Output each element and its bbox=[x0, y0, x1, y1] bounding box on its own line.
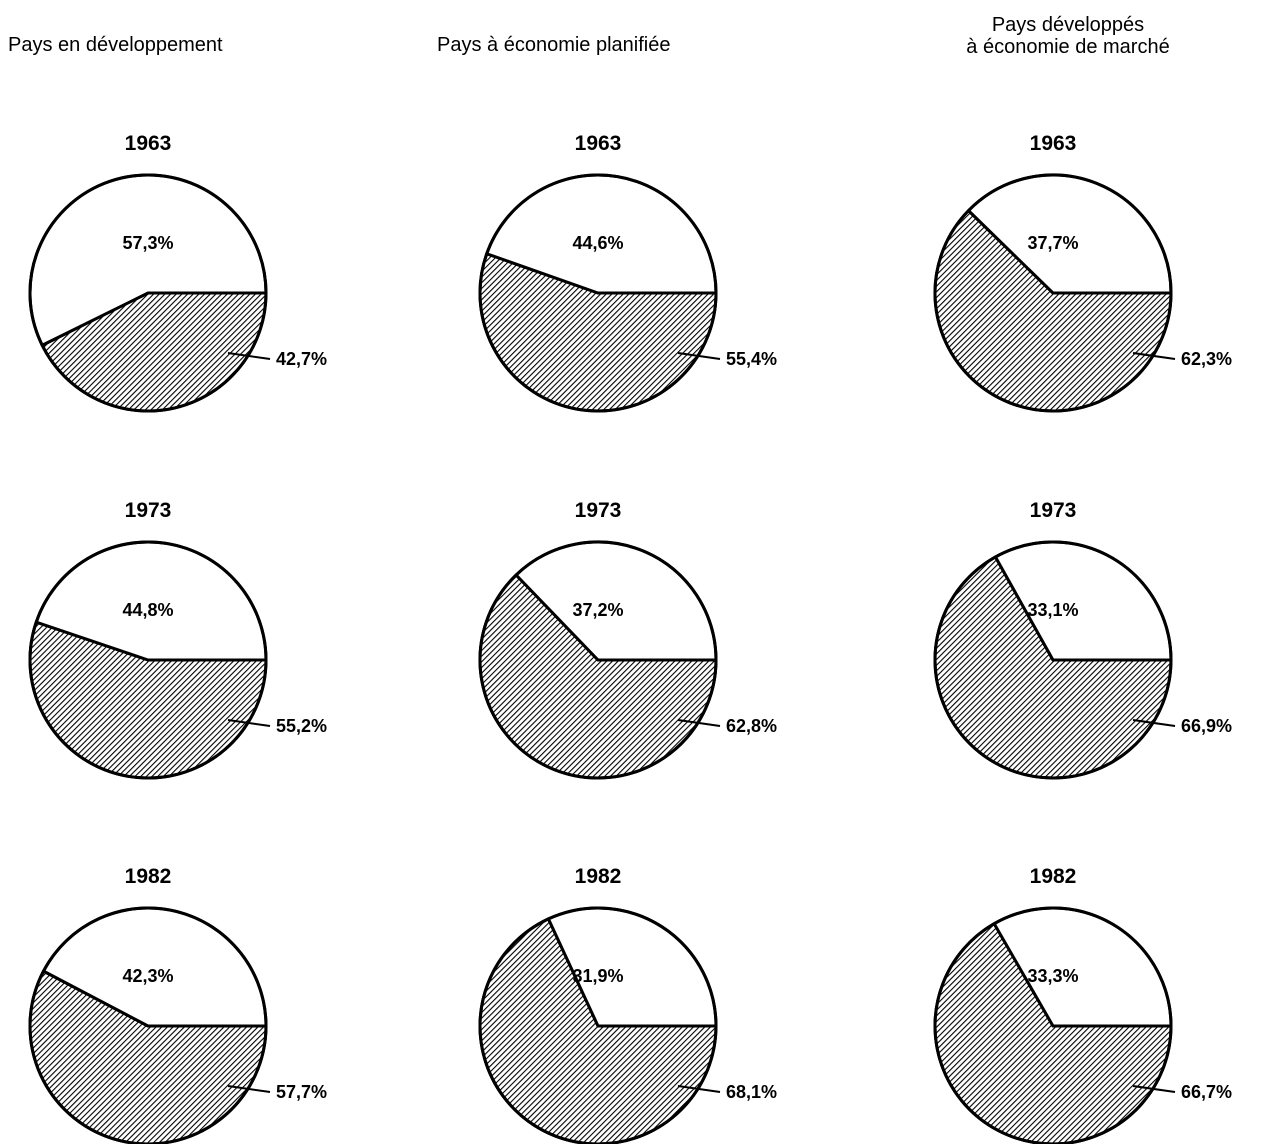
pie-outline bbox=[28, 173, 268, 413]
pie-outline bbox=[28, 540, 268, 780]
pie-outline bbox=[933, 173, 1173, 413]
pie-title: 1973 bbox=[575, 499, 622, 522]
pie-leader-line bbox=[1132, 352, 1176, 360]
pie-label-hatched: 42,7% bbox=[276, 349, 327, 369]
pie-leader-line bbox=[677, 719, 721, 727]
pie-leader-line bbox=[227, 719, 271, 727]
pie-label-white: 33,3% bbox=[1027, 966, 1078, 986]
pie-label-hatched: 66,9% bbox=[1181, 716, 1232, 736]
column-title-developing: Pays en développement bbox=[8, 34, 223, 56]
pie-label-white: 37,2% bbox=[572, 600, 623, 620]
pie-title: 1982 bbox=[1030, 865, 1077, 888]
pie-chart: 1963 44,6% 55,4% bbox=[478, 132, 777, 413]
pie-label-white: 33,1% bbox=[1027, 600, 1078, 620]
pie-leader-line bbox=[677, 352, 721, 360]
pie-chart: 1963 37,7% 62,3% bbox=[933, 132, 1232, 413]
pie-title: 1963 bbox=[575, 132, 622, 155]
column-title-line: Pays en développement bbox=[8, 34, 223, 56]
pie-label-white: 44,6% bbox=[572, 233, 623, 253]
pie-chart: 1973 33,1% 66,9% bbox=[933, 499, 1232, 780]
pie-label-hatched: 62,8% bbox=[726, 716, 777, 736]
pie-chart: 1982 31,9% 68,1% bbox=[478, 865, 777, 1144]
pie-title: 1973 bbox=[125, 499, 172, 522]
pie-leader-line bbox=[227, 352, 271, 360]
pie-label-hatched: 55,2% bbox=[276, 716, 327, 736]
pie-leader-line bbox=[1132, 1085, 1176, 1093]
column-title-line: Pays à économie planifiée bbox=[437, 34, 671, 56]
pie-label-hatched: 68,1% bbox=[726, 1082, 777, 1102]
pie-label-white: 57,3% bbox=[122, 233, 173, 253]
pie-label-hatched: 57,7% bbox=[276, 1082, 327, 1102]
pie-outline bbox=[933, 906, 1173, 1144]
pie-outline bbox=[933, 540, 1173, 780]
pie-leader-line bbox=[677, 1085, 721, 1093]
pie-outline bbox=[478, 906, 718, 1144]
pie-title: 1963 bbox=[1030, 132, 1077, 155]
pie-outline bbox=[478, 173, 718, 413]
pie-leader-line bbox=[227, 1085, 271, 1093]
pie-title: 1982 bbox=[575, 865, 622, 888]
pie-outline bbox=[28, 906, 268, 1144]
pie-chart: 1973 37,2% 62,8% bbox=[478, 499, 777, 780]
column-title-planned: Pays à économie planifiée bbox=[437, 34, 670, 56]
column-title-developed-market: Pays développés à économie de marché bbox=[943, 14, 1193, 58]
pie-title: 1973 bbox=[1030, 499, 1077, 522]
pie-label-hatched: 62,3% bbox=[1181, 349, 1232, 369]
pie-title: 1982 bbox=[125, 865, 172, 888]
pie-label-hatched: 55,4% bbox=[726, 349, 777, 369]
pie-leader-line bbox=[1132, 719, 1176, 727]
pie-label-white: 44,8% bbox=[122, 600, 173, 620]
pie-label-white: 42,3% bbox=[122, 966, 173, 986]
pie-label-hatched: 66,7% bbox=[1181, 1082, 1232, 1102]
column-title-line: à économie de marché bbox=[966, 36, 1170, 58]
pie-title: 1963 bbox=[125, 132, 172, 155]
pie-chart: 1973 44,8% 55,2% bbox=[28, 499, 327, 780]
pie-chart: 1982 33,3% 66,7% bbox=[933, 865, 1232, 1144]
pie-chart: 1982 42,3% 57,7% bbox=[28, 865, 327, 1144]
column-title-line: Pays développés bbox=[991, 14, 1145, 36]
pie-outline bbox=[478, 540, 718, 780]
pie-label-white: 31,9% bbox=[572, 966, 623, 986]
pie-chart: 1963 57,3% 42,7% bbox=[28, 132, 327, 413]
pie-label-white: 37,7% bbox=[1027, 233, 1078, 253]
